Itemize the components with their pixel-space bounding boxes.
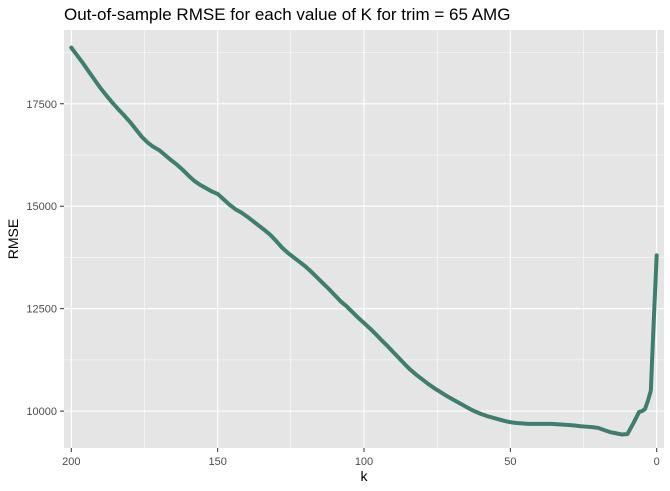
x-axis-title: k [361,468,369,484]
grid-major [64,30,664,448]
y-tick-label: 17500 [26,99,57,111]
rmse-series-line [69,45,659,437]
x-axis-ticks: 200 150 100 50 0 [62,448,660,468]
y-axis-ticks: 10000 12500 15000 17500 [26,99,64,418]
x-tick-label: 200 [62,456,80,468]
x-tick-label: 150 [208,456,226,468]
x-tick-label: 0 [654,456,660,468]
y-axis-title: RMSE [5,219,21,259]
y-tick-label: 12500 [26,304,57,316]
y-tick-label: 15000 [26,201,57,213]
x-tick-label: 50 [504,456,516,468]
x-tick-label: 100 [355,456,373,468]
chart-title: Out-of-sample RMSE for each value of K f… [64,5,510,24]
y-tick-label: 10000 [26,406,57,418]
